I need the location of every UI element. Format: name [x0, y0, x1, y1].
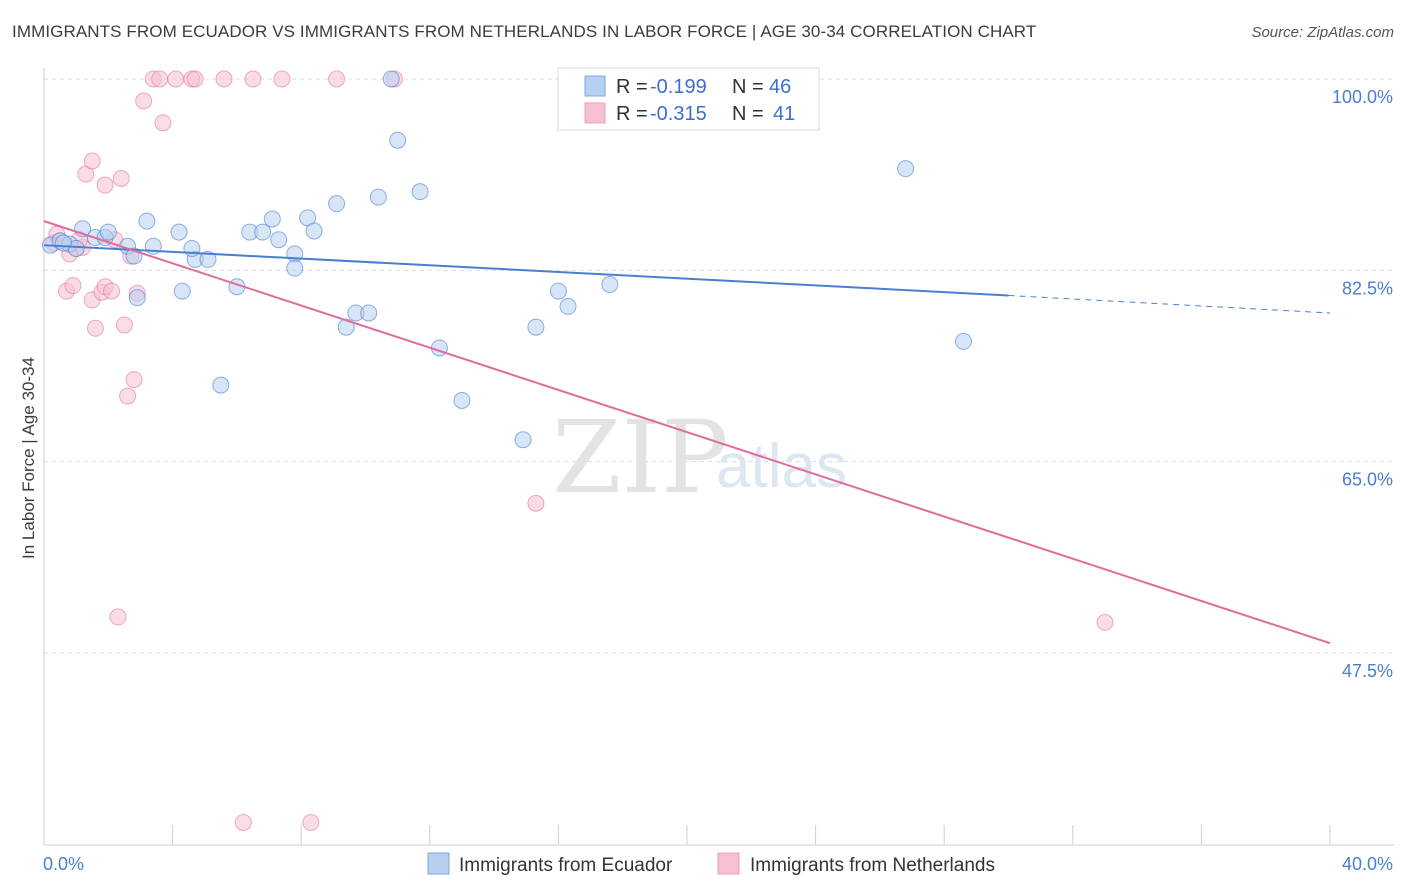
stats-n-value-netherlands: 41	[773, 103, 795, 125]
axes	[43, 68, 1394, 846]
stats-r-label-ecuador: R =	[616, 76, 648, 98]
netherlands-trend-line	[43, 220, 1331, 645]
y-tick-label: 100.0%	[1332, 87, 1393, 107]
netherlands-point	[215, 70, 233, 88]
ecuador-point	[173, 282, 191, 300]
ecuador-trend-extension	[1008, 294, 1331, 314]
trend-lines	[43, 220, 1331, 645]
ecuador-point	[601, 276, 619, 294]
gridlines	[44, 78, 1394, 654]
ecuador-point	[305, 222, 323, 240]
ecuador-point	[369, 188, 387, 206]
stats-r-value-netherlands: -0.315	[650, 103, 707, 125]
netherlands-point	[125, 371, 143, 389]
netherlands-point	[273, 70, 291, 88]
netherlands-point	[527, 494, 545, 512]
legend-label-netherlands: Immigrants from Netherlands	[750, 855, 995, 876]
ecuador-point	[286, 259, 304, 277]
ecuador-point	[514, 431, 532, 449]
netherlands-point	[119, 387, 137, 405]
x-tick-label: 0.0%	[43, 854, 84, 874]
netherlands-point	[83, 152, 101, 170]
stats-r-value-ecuador: -0.199	[650, 76, 707, 98]
legend-swatch-netherlands	[717, 852, 740, 875]
netherlands-point	[302, 813, 320, 831]
ecuador-point	[527, 318, 545, 336]
watermark-zip: ZIP	[552, 399, 728, 516]
chart-title: IMMIGRANTS FROM ECUADOR VS IMMIGRANTS FR…	[12, 22, 1037, 41]
netherlands-point	[328, 70, 346, 88]
ecuador-point	[360, 304, 378, 322]
stats-legend-swatch-ecuador	[584, 75, 606, 97]
ecuador-point	[128, 289, 146, 307]
stats-n-label-netherlands: N =	[732, 103, 764, 125]
netherlands-point	[115, 316, 133, 334]
watermark-atlas: atlas	[716, 432, 847, 501]
ecuador-point	[170, 223, 188, 241]
netherlands-point	[244, 70, 262, 88]
netherlands-point	[234, 813, 252, 831]
ecuador-point	[199, 250, 217, 268]
y-tick-label: 65.0%	[1342, 470, 1393, 490]
ecuador-point	[138, 212, 156, 230]
ecuador-point	[254, 223, 272, 241]
bottom-legend: Immigrants from Ecuador Immigrants from …	[427, 852, 995, 876]
ecuador-point	[549, 282, 567, 300]
stats-n-value-ecuador: 46	[769, 76, 791, 98]
netherlands-point	[151, 70, 169, 88]
stats-legend: R = -0.199 N = 46 R = -0.315 N = 41	[557, 67, 820, 131]
source-label: Source: ZipAtlas.com	[1251, 24, 1394, 41]
netherlands-point	[186, 70, 204, 88]
netherlands-point	[135, 92, 153, 110]
ecuador-trend-line	[43, 244, 1009, 297]
ecuador-point	[270, 231, 288, 249]
legend-label-ecuador: Immigrants from Ecuador	[459, 855, 673, 876]
x-tick-label: 40.0%	[1342, 854, 1393, 874]
ecuador-point	[954, 332, 972, 350]
stats-legend-swatch-netherlands	[584, 102, 606, 124]
netherlands-point	[96, 176, 114, 194]
netherlands-point	[103, 282, 121, 300]
netherlands-point	[109, 608, 127, 626]
ecuador-point	[337, 318, 355, 336]
tick-labels: 100.0% 82.5% 65.0% 47.5% 0.0% 40.0%	[43, 87, 1393, 874]
y-tick-label: 82.5%	[1342, 278, 1393, 298]
netherlands-point	[167, 70, 185, 88]
stats-r-label-netherlands: R =	[616, 103, 648, 125]
legend-swatch-ecuador	[427, 852, 450, 875]
netherlands-point	[154, 114, 172, 132]
netherlands-point	[86, 319, 104, 337]
y-tick-label: 47.5%	[1342, 661, 1393, 681]
ecuador-point	[389, 131, 407, 149]
ecuador-point	[453, 391, 471, 409]
ecuador-point	[54, 234, 72, 252]
netherlands-point	[112, 169, 130, 187]
stats-n-label-ecuador: N =	[732, 76, 764, 98]
ecuador-point	[382, 70, 400, 88]
ecuador-point	[99, 223, 117, 241]
ecuador-point	[328, 195, 346, 213]
ecuador-point	[559, 297, 577, 315]
ecuador-points	[41, 70, 972, 449]
ecuador-point	[263, 210, 281, 228]
ecuador-point	[411, 183, 429, 201]
netherlands-point	[64, 277, 82, 295]
y-axis-label: In Labor Force | Age 30-34	[19, 357, 38, 559]
netherlands-point	[1096, 613, 1114, 631]
watermark: ZIP atlas	[552, 399, 847, 516]
ecuador-point	[897, 160, 915, 178]
ecuador-point	[212, 376, 230, 394]
